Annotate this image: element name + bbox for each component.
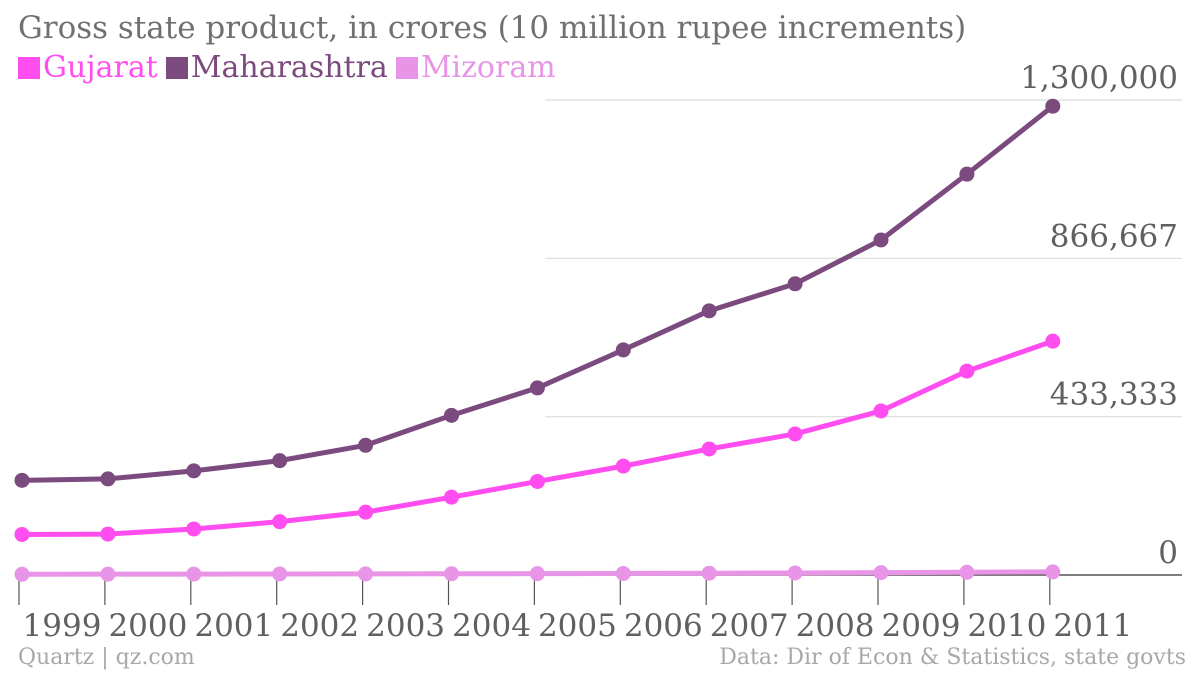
data-point-mizoram: [100, 566, 116, 582]
data-point-maharashtra: [1045, 98, 1061, 114]
legend-item-mizoram: Mizoram: [395, 50, 556, 85]
data-point-maharashtra: [444, 407, 459, 423]
data-point-maharashtra: [615, 342, 631, 358]
data-point-maharashtra: [787, 276, 803, 292]
data-point-mizoram: [186, 566, 202, 582]
data-point-maharashtra: [100, 471, 116, 487]
x-tick-label: 2000: [108, 608, 187, 644]
data-point-gujarat: [615, 458, 631, 474]
data-point-mizoram: [529, 566, 545, 582]
x-tick-label: 2006: [624, 608, 703, 644]
data-point-gujarat: [358, 504, 374, 520]
x-tick-label: 2011: [1053, 608, 1132, 644]
legend-label-gujarat: Gujarat: [43, 50, 158, 85]
data-point-mizoram: [615, 565, 631, 581]
data-point-mizoram: [701, 565, 717, 581]
footer-credit: Quartz | qz.com: [18, 645, 195, 670]
data-point-mizoram: [873, 565, 889, 581]
data-point-maharashtra: [272, 453, 288, 469]
x-tick-label: 2007: [710, 608, 789, 644]
data-point-mizoram: [358, 566, 374, 582]
data-point-maharashtra: [14, 472, 30, 488]
legend-swatch-mizoram: [395, 56, 418, 79]
y-tick-label: 433,333: [1050, 377, 1178, 413]
data-point-mizoram: [272, 566, 288, 582]
x-tick-label: 2003: [366, 608, 445, 644]
data-point-gujarat: [186, 521, 202, 537]
y-tick-label: 866,667: [1050, 218, 1178, 254]
data-point-gujarat: [444, 489, 459, 505]
data-point-gujarat: [959, 363, 975, 379]
legend-label-mizoram: Mizoram: [420, 50, 556, 85]
data-point-mizoram: [1045, 564, 1061, 580]
legend-swatch-maharashtra: [165, 56, 188, 79]
data-point-maharashtra: [186, 463, 202, 479]
data-point-maharashtra: [873, 232, 889, 248]
legend: Gujarat Maharashtra Mizoram: [18, 50, 564, 85]
x-tick-label: 2009: [882, 608, 961, 644]
data-point-maharashtra: [358, 437, 374, 453]
data-point-gujarat: [14, 526, 30, 542]
data-point-gujarat: [272, 514, 288, 530]
series-line-maharashtra: [19, 103, 1056, 483]
x-tick-label: 2002: [280, 608, 359, 644]
data-point-gujarat: [529, 473, 545, 489]
x-tick-label: 2010: [967, 608, 1046, 644]
data-point-maharashtra: [529, 380, 545, 396]
y-tick-label: 1,300,000: [1020, 60, 1178, 96]
chart-title: Gross state product, in crores (10 milli…: [18, 10, 967, 46]
data-point-gujarat: [701, 441, 717, 457]
legend-label-maharashtra: Maharashtra: [190, 50, 388, 85]
data-point-gujarat: [1045, 333, 1061, 349]
x-tick-label: 2001: [194, 608, 273, 644]
y-tick-label: 0: [1158, 535, 1178, 571]
data-point-mizoram: [959, 564, 975, 580]
data-point-maharashtra: [959, 166, 975, 182]
x-tick-label: 2005: [538, 608, 617, 644]
data-point-gujarat: [873, 403, 889, 419]
data-point-mizoram: [444, 566, 459, 582]
x-tick-label: 2008: [796, 608, 875, 644]
legend-item-gujarat: Gujarat: [18, 50, 158, 85]
series-line-gujarat: [19, 338, 1056, 537]
data-point-mizoram: [787, 565, 803, 581]
data-point-maharashtra: [701, 303, 717, 319]
data-point-gujarat: [787, 426, 803, 442]
legend-swatch-gujarat: [18, 56, 40, 79]
legend-item-maharashtra: Maharashtra: [165, 50, 388, 85]
data-point-mizoram: [14, 566, 30, 582]
x-tick-label: 1999: [23, 608, 102, 644]
x-tick-label: 2004: [452, 608, 531, 644]
footer-source: Data: Dir of Econ & Statistics, state go…: [719, 645, 1186, 670]
data-point-gujarat: [100, 526, 116, 542]
